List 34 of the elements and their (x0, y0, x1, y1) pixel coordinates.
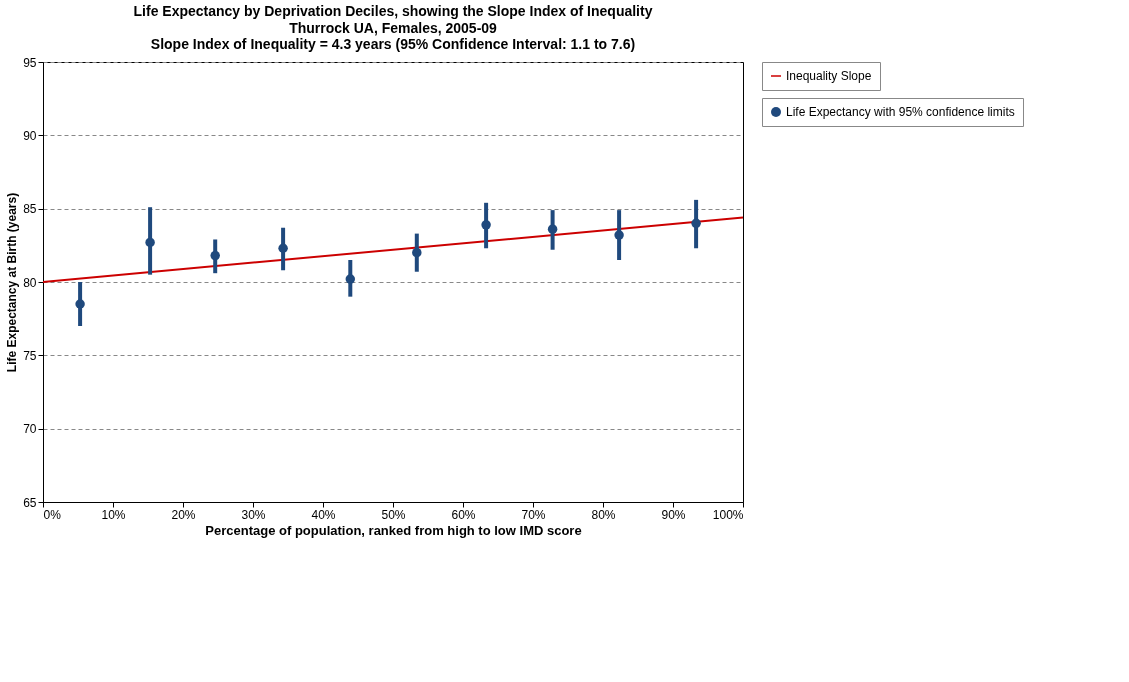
point (547, 224, 558, 234)
legend-label: Life Expectancy with 95% confidence limits (786, 105, 1015, 119)
y-tick-label: 75 (23, 348, 37, 363)
x-tick-label: 90% (661, 507, 686, 522)
y-tick-label: 90 (23, 128, 37, 143)
point (145, 237, 155, 248)
x-axis-title: Percentage of population, ranked from high to low IMD score (205, 522, 582, 538)
x-tick-label: 80% (591, 507, 616, 522)
point (210, 250, 220, 261)
y-tick-label: 65 (23, 495, 37, 510)
x-tick-label: 30% (241, 507, 266, 522)
x-tick-label: 40% (311, 507, 336, 522)
y-tick-label: 70 (23, 422, 37, 437)
y-tick-label: 80 (23, 275, 37, 290)
point (614, 230, 624, 240)
x-tick-label: 0% (43, 507, 62, 522)
x-tick-label: 20% (171, 507, 196, 522)
legend-label: Inequality Slope (786, 69, 872, 83)
y-tick-label: 85 (23, 202, 37, 217)
y-tick-label: 95 (23, 55, 37, 70)
point (691, 218, 701, 229)
point (481, 220, 491, 230)
point (278, 243, 288, 253)
x-tick-label: 70% (521, 507, 546, 522)
chart-subtitle: Thurrock UA, Females, 2005-09 Slope Index of Inequality = 4.3 years (95% Confidence Interval: 1.1 to 7.6) (150, 20, 636, 52)
y-axis-title: Life Expectancy at Birth (years) (5, 192, 20, 373)
chart-title: Life Expectancy by Deprivation Deciles, showing the Slope Index of Inequality (133, 3, 653, 19)
point (75, 299, 85, 309)
point (345, 274, 356, 284)
point (412, 247, 422, 258)
x-tick-label: 10% (101, 507, 126, 522)
x-tick-label: 100% (712, 507, 744, 522)
x-tick-label: 60% (451, 507, 476, 522)
x-tick-label: 50% (381, 507, 406, 522)
